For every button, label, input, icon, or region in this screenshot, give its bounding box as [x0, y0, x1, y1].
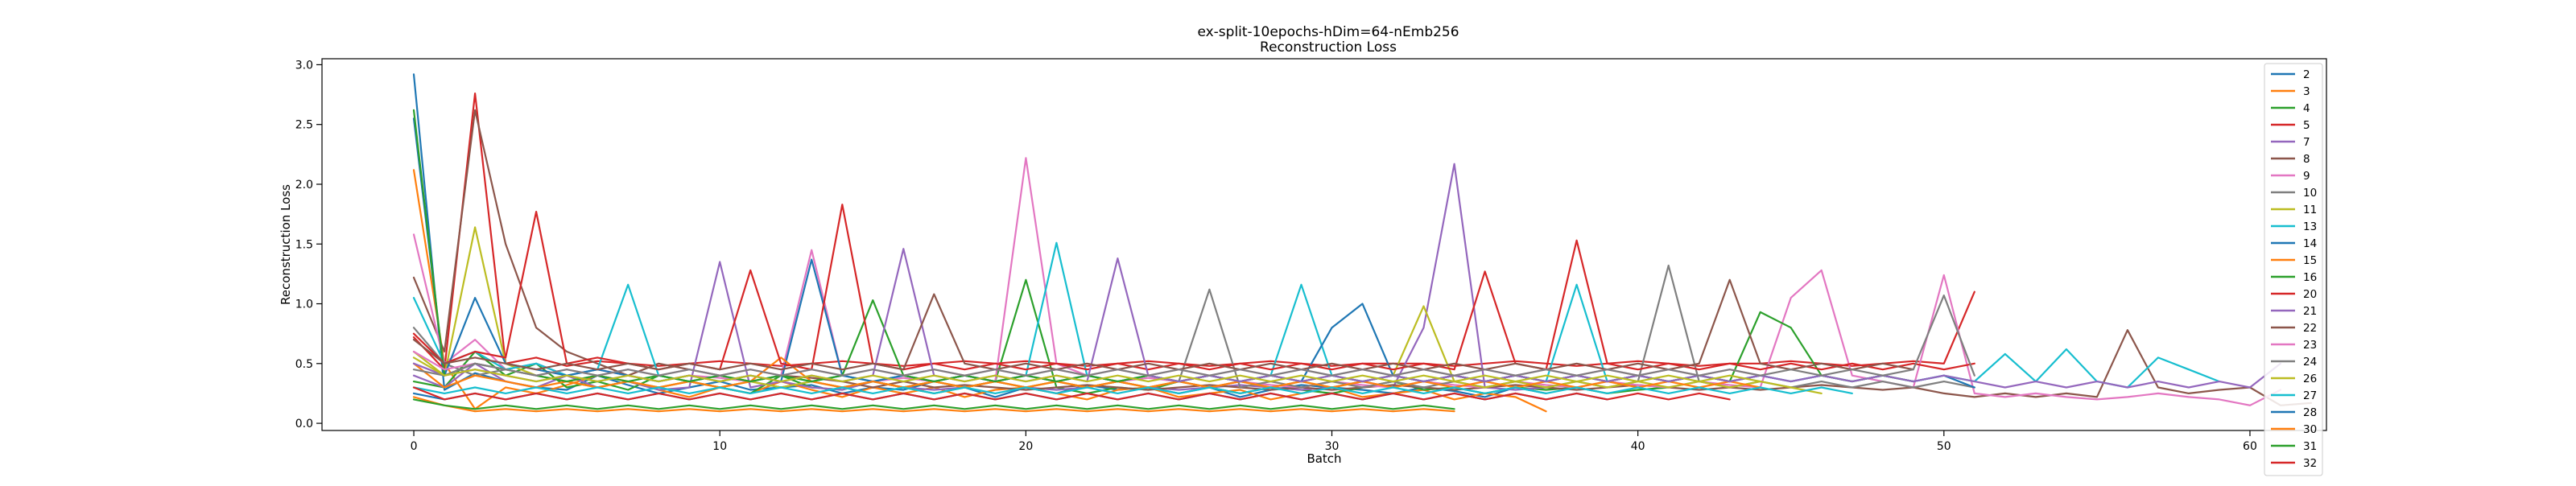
legend-label-21: 21 [2303, 305, 2317, 318]
legend-label-31: 31 [2303, 440, 2317, 453]
series-line-7 [412, 163, 1547, 391]
series-line-31 [412, 398, 1455, 410]
legend-label-3: 3 [2303, 85, 2310, 98]
legend-label-14: 14 [2303, 237, 2317, 250]
legend-label-22: 22 [2303, 322, 2317, 335]
legend-label-10: 10 [2303, 187, 2317, 200]
legend-label-7: 7 [2303, 136, 2310, 149]
legend-label-26: 26 [2303, 373, 2317, 385]
series-line-22 [412, 278, 1914, 371]
legend-label-24: 24 [2303, 356, 2317, 369]
y-tick-label: 1.0 [295, 299, 313, 311]
series-line-24 [412, 294, 1975, 377]
series-line-5 [412, 92, 1975, 371]
x-tick-label: 0 [411, 440, 418, 453]
legend-label-2: 2 [2303, 68, 2310, 81]
x-tick-label: 40 [1631, 440, 1645, 453]
y-tick-label: 3.0 [295, 59, 313, 72]
legend-label-23: 23 [2303, 339, 2317, 352]
chart-subtitle: Reconstruction Loss [1260, 39, 1397, 56]
series-line-32 [412, 386, 1731, 401]
y-tick-label: 1.5 [295, 238, 313, 251]
x-tick-label: 20 [1018, 440, 1033, 453]
series-line-2 [412, 73, 1547, 398]
legend-label-11: 11 [2303, 204, 2317, 216]
y-tick-label: 0.5 [295, 358, 313, 371]
legend-label-13: 13 [2303, 220, 2317, 233]
y-tick-label: 2.5 [295, 119, 313, 132]
legend-label-28: 28 [2303, 406, 2317, 419]
legend: 2345789101113141516202122232426272830313… [2264, 63, 2323, 476]
x-tick-label: 60 [2243, 440, 2257, 453]
series-line-26 [412, 356, 1761, 383]
legend-label-15: 15 [2303, 254, 2317, 267]
series-line-8 [412, 109, 2313, 406]
series-line-14 [412, 117, 1975, 389]
series-line-27 [412, 386, 1853, 394]
series-line-30 [412, 396, 1455, 413]
series-line-3 [412, 169, 1547, 413]
x-tick-label: 10 [712, 440, 727, 453]
series-line-9 [412, 157, 2282, 406]
legend-label-4: 4 [2303, 102, 2310, 115]
y-axis-label: Reconstruction Loss [279, 184, 293, 305]
chart-title: ex-split-10epochs-hDim=64-nEmb256 [1197, 24, 1459, 40]
y-axis: 0.0 0.5 1.0 1.5 2.0 2.5 3.0 [295, 59, 322, 430]
legend-label-30: 30 [2303, 423, 2317, 436]
y-tick-label: 2.0 [295, 179, 313, 192]
legend-box [2264, 63, 2323, 476]
plot-frame [321, 58, 2327, 431]
x-axis: 0 10 20 30 40 50 60 [411, 430, 2257, 453]
legend-label-16: 16 [2303, 271, 2317, 284]
series-line-10 [412, 264, 1975, 389]
legend-label-27: 27 [2303, 389, 2317, 402]
legend-label-9: 9 [2303, 170, 2310, 183]
x-tick-label: 50 [1937, 440, 1951, 453]
x-tick-label: 30 [1325, 440, 1340, 453]
legend-label-20: 20 [2303, 288, 2317, 301]
legend-label-32: 32 [2303, 457, 2317, 470]
legend-label-8: 8 [2303, 153, 2310, 166]
legend-label-5: 5 [2303, 119, 2310, 132]
series-layer [412, 73, 2313, 413]
x-axis-label: Batch [1307, 451, 1341, 466]
y-tick-label: 0.0 [295, 418, 313, 430]
